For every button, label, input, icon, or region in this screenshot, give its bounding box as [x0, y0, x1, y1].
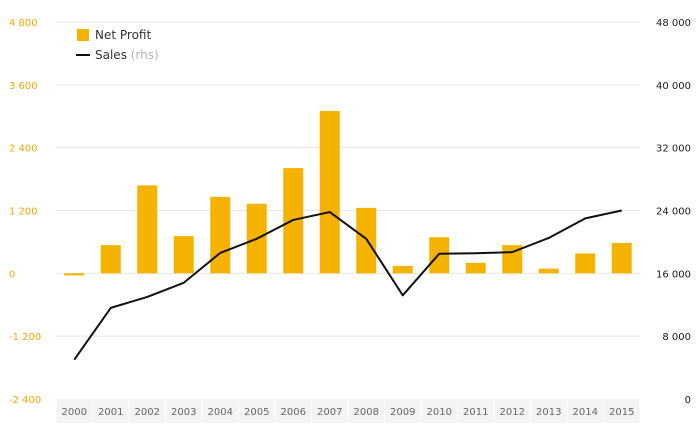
x-tick-label: 2015	[609, 407, 634, 418]
bar-net-profit-2013	[538, 268, 559, 274]
right-tick-label: 8 000	[662, 332, 691, 343]
svg-text:Sales (rhs): Sales (rhs)	[95, 48, 159, 62]
left-tick-label: 4 800	[9, 18, 38, 29]
x-tick-label: 2003	[171, 407, 196, 418]
bar-net-profit-2011	[465, 262, 486, 274]
left-tick-label: 3 600	[9, 81, 38, 92]
legend: Net Profit Sales (rhs)	[76, 28, 159, 62]
x-tick-label: 2006	[281, 407, 306, 418]
bar-net-profit-2001	[100, 245, 121, 274]
bar-net-profit-2015	[611, 242, 632, 274]
right-tick-label: 40 000	[656, 81, 691, 92]
legend-label-net-profit: Net Profit	[95, 28, 151, 42]
x-tick-label: 2013	[536, 407, 561, 418]
grid-lines	[56, 21, 640, 337]
left-tick-label: -1 200	[9, 332, 41, 343]
right-axis-ticks: 0 8 000 16 000 24 000 32 000 40 000 48 000	[656, 18, 691, 406]
x-tick-label: 2005	[244, 407, 269, 418]
x-tick-label: 2007	[317, 407, 342, 418]
left-tick-label: 1 200	[9, 207, 38, 218]
x-tick-label: 2010	[427, 407, 452, 418]
left-axis-ticks: -2 400 -1 200 0 1 200 2 400 3 600 4 800	[9, 18, 41, 406]
sales-line-layer	[73, 209, 622, 361]
x-tick-label: 2002	[135, 407, 160, 418]
bar-net-profit-2009	[392, 266, 413, 274]
bar-net-profit-2010	[429, 237, 450, 274]
right-tick-label: 32 000	[656, 144, 691, 155]
x-tick-label: 2000	[62, 407, 87, 418]
net-profit-bars	[64, 111, 632, 276]
bar-net-profit-2014	[575, 253, 596, 274]
bar-net-profit-2000	[64, 273, 85, 276]
x-axis: 2000 2001 2002 2003 2004 2005 2006 2007 2008 2009…	[55, 399, 641, 423]
right-tick-label: 48 000	[656, 18, 691, 29]
x-tick-label: 2004	[208, 407, 233, 418]
legend-label-sales: Sales	[95, 48, 127, 62]
x-tick-label: 2008	[354, 407, 379, 418]
x-tick-label: 2014	[573, 407, 598, 418]
bar-net-profit-2004	[210, 196, 231, 274]
left-tick-label: 2 400	[9, 144, 38, 155]
right-tick-label: 0	[685, 395, 691, 406]
x-tick-label: 2009	[390, 407, 415, 418]
left-tick-label: -2 400	[9, 395, 41, 406]
x-tick-label: 2011	[463, 407, 488, 418]
bar-net-profit-2007	[319, 111, 340, 274]
x-tick-label: 2001	[98, 407, 123, 418]
left-tick-label: 0	[9, 269, 15, 280]
legend-label-sales-suffix: (rhs)	[131, 48, 159, 62]
bar-net-profit-2002	[137, 185, 158, 274]
sales-line	[73, 209, 622, 361]
right-tick-label: 24 000	[656, 207, 691, 218]
legend-swatch-net-profit	[77, 29, 89, 41]
bar-net-profit-2003	[173, 236, 194, 274]
x-tick-label: 2012	[500, 407, 525, 418]
right-tick-label: 16 000	[656, 269, 691, 280]
